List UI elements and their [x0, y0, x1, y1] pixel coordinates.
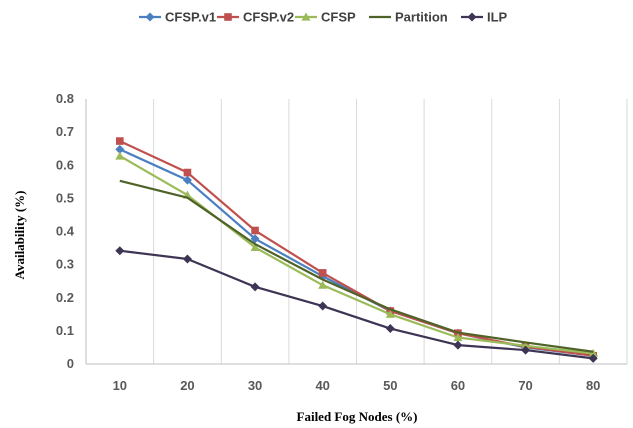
- data-point: [521, 341, 531, 350]
- legend-label: Partition: [395, 10, 448, 25]
- series-ilp: [115, 246, 598, 363]
- legend-marker: [224, 13, 232, 21]
- legend-marker: [301, 12, 311, 21]
- data-point: [115, 246, 125, 256]
- x-axis-title: Failed Fog Nodes (%): [297, 409, 418, 424]
- data-point: [116, 137, 124, 145]
- data-point: [453, 333, 463, 342]
- legend-label: CFSP.v2: [243, 10, 294, 25]
- x-tick-label: 70: [518, 378, 532, 393]
- series-line: [119, 249, 594, 360]
- data-point: [182, 254, 192, 264]
- data-point: [250, 234, 260, 244]
- data-point: [318, 301, 328, 311]
- data-point: [588, 353, 598, 363]
- data-point: [453, 340, 463, 350]
- y-tick-label: 0.5: [56, 190, 74, 205]
- y-tick-label: 0.3: [56, 257, 74, 272]
- legend-marker: [467, 12, 477, 22]
- legend-item: ILP: [461, 10, 508, 25]
- data-point: [115, 151, 125, 160]
- x-tick-label: 50: [383, 378, 397, 393]
- legend-item: CFSP.v2: [217, 10, 294, 25]
- y-tick-label: 0.4: [56, 224, 75, 239]
- y-tick-label: 0.6: [56, 157, 74, 172]
- legend: CFSP.v1 CFSP.v2 CFSP Partition ILP: [139, 10, 508, 25]
- series-lines: [115, 137, 598, 363]
- data-point: [385, 324, 395, 334]
- y-tick-label: 0.1: [56, 323, 74, 338]
- x-tick-label: 10: [113, 378, 127, 393]
- x-tick-label: 80: [586, 378, 600, 393]
- data-point: [318, 280, 328, 289]
- legend-item: CFSP: [295, 10, 356, 25]
- legend-label: CFSP.v1: [165, 10, 216, 25]
- y-tick-label: 0: [67, 356, 74, 371]
- grid-lines: [153, 99, 628, 364]
- x-tick-label: 20: [180, 378, 194, 393]
- series-partition: [119, 179, 594, 353]
- series-line: [119, 179, 594, 353]
- data-point: [115, 144, 125, 154]
- y-axis-title: Availability (%): [12, 191, 27, 280]
- y-tick-labels: 0 0.1 0.2 0.3 0.4 0.5 0.6 0.7 0.8: [56, 91, 75, 371]
- axes: [85, 99, 627, 365]
- data-point: [588, 348, 598, 357]
- x-tick-label: 30: [248, 378, 262, 393]
- legend-item: Partition: [369, 10, 448, 25]
- y-tick-label: 0.8: [56, 91, 74, 106]
- data-point: [250, 282, 260, 292]
- data-point: [385, 309, 395, 318]
- x-tick-label: 60: [451, 378, 465, 393]
- legend-label: ILP: [487, 10, 508, 25]
- x-tick-labels: 10 20 30 40 50 60 70 80: [113, 378, 601, 393]
- y-tick-label: 0.7: [56, 124, 74, 139]
- legend-item: CFSP.v1: [139, 10, 216, 25]
- legend-label: CFSP: [321, 10, 356, 25]
- data-point: [250, 242, 260, 251]
- data-point: [318, 269, 327, 277]
- series-line: [119, 155, 594, 355]
- legend-marker: [145, 12, 155, 22]
- data-point: [251, 226, 259, 235]
- data-point: [182, 175, 192, 185]
- y-tick-label: 0.2: [56, 290, 74, 305]
- data-point: [521, 345, 531, 355]
- x-tick-label: 40: [315, 378, 329, 393]
- data-point: [183, 168, 192, 177]
